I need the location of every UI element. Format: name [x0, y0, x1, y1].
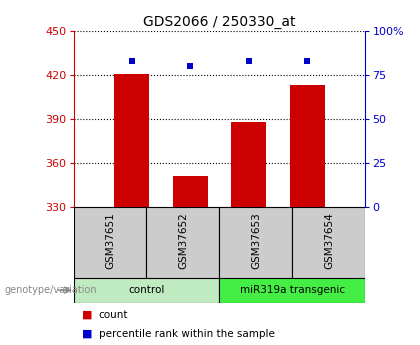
Text: control: control: [128, 285, 165, 295]
Bar: [231, 122, 266, 207]
Bar: [220, 207, 292, 278]
Text: count: count: [99, 310, 128, 319]
Bar: [147, 207, 220, 278]
Text: percentile rank within the sample: percentile rank within the sample: [99, 329, 275, 338]
Text: GSM37654: GSM37654: [324, 212, 334, 269]
Bar: [74, 278, 220, 303]
Title: GDS2066 / 250330_at: GDS2066 / 250330_at: [143, 14, 296, 29]
Text: GSM37651: GSM37651: [105, 212, 115, 269]
Bar: [220, 278, 365, 303]
Text: miR319a transgenic: miR319a transgenic: [240, 285, 345, 295]
Text: GSM37652: GSM37652: [178, 212, 188, 269]
Bar: [289, 85, 325, 207]
Text: ■: ■: [82, 310, 92, 319]
Bar: [173, 176, 208, 207]
Bar: [292, 207, 365, 278]
Bar: [74, 207, 147, 278]
Bar: [114, 73, 150, 207]
Text: ■: ■: [82, 329, 92, 338]
Text: GSM37653: GSM37653: [251, 212, 261, 269]
Text: genotype/variation: genotype/variation: [4, 285, 97, 295]
